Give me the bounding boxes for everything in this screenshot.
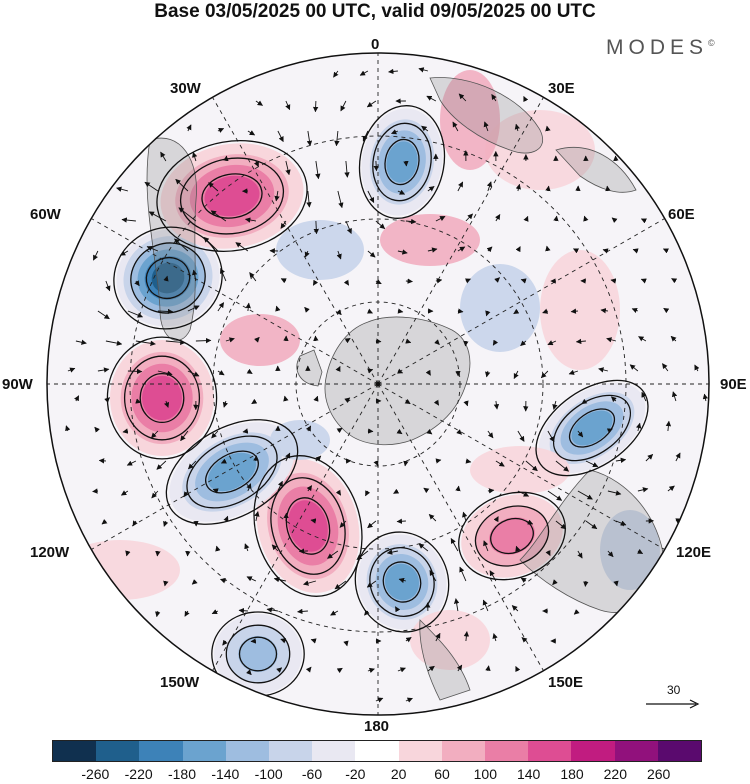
colorbar-swatch <box>269 741 312 761</box>
colorbar-tick: -140 <box>211 766 239 782</box>
colorbar-swatch <box>355 741 398 761</box>
lon-label-120w: 120W <box>30 544 69 561</box>
lon-label-90e: 90E <box>720 376 747 393</box>
colorbar-tick: 100 <box>474 766 497 782</box>
colorbar-swatch <box>183 741 226 761</box>
colorbar-tick: -100 <box>255 766 283 782</box>
lon-label-120e: 120E <box>676 544 711 561</box>
colorbar-tick: -260 <box>81 766 109 782</box>
lon-label-150w: 150W <box>160 674 199 691</box>
lon-label-60w: 60W <box>30 206 61 223</box>
colorbar-tick: -220 <box>125 766 153 782</box>
colorbar-swatch <box>571 741 614 761</box>
colorbar-swatch <box>312 741 355 761</box>
wind-vector <box>406 281 413 282</box>
colorbar-swatch <box>226 741 269 761</box>
anomaly-band <box>276 220 364 280</box>
colorbar-swatch <box>615 741 658 761</box>
anomaly-band <box>142 376 182 421</box>
lon-label-0: 0 <box>371 36 379 53</box>
anomaly-band <box>220 314 300 366</box>
lon-label-60e: 60E <box>668 206 695 223</box>
wind-vector <box>157 551 158 556</box>
anomaly-band <box>238 636 278 672</box>
lon-label-30w: 30W <box>170 80 201 97</box>
lon-label-150e: 150E <box>548 674 583 691</box>
wind-vector <box>315 101 316 112</box>
wind-vector <box>406 161 407 166</box>
reference-vector-arrow <box>644 698 700 710</box>
colorbar <box>52 740 702 762</box>
colorbar-swatch <box>485 741 528 761</box>
colorbar-swatch <box>53 741 96 761</box>
colorbar-tick: 140 <box>517 766 540 782</box>
colorbar-swatch <box>96 741 139 761</box>
colorbar-tick: -180 <box>168 766 196 782</box>
colorbar-tick: 220 <box>604 766 627 782</box>
wind-vector <box>99 460 106 461</box>
colorbar-tick-labels: -260 -220 -180 -140 -100 -60 -20 20 60 100 140 180 2… <box>0 766 750 784</box>
colorbar-swatch <box>442 741 485 761</box>
anomaly-band <box>470 446 570 494</box>
wind-vector <box>397 521 406 522</box>
colorbar-tick: 260 <box>647 766 670 782</box>
colorbar-tick: 180 <box>560 766 583 782</box>
lon-label-180: 180 <box>364 718 389 735</box>
anomaly-band <box>270 420 330 460</box>
anomaly-band <box>460 264 540 352</box>
colorbar-swatch <box>658 741 701 761</box>
wind-vector <box>376 161 377 171</box>
wind-vector <box>196 340 211 341</box>
anomaly-band <box>380 214 480 266</box>
wind-vector <box>286 513 287 521</box>
colorbar-tick: -20 <box>345 766 365 782</box>
lon-label-90w: 90W <box>2 376 33 393</box>
pole-marker <box>376 382 381 387</box>
colorbar-swatch <box>139 741 182 761</box>
colorbar-swatch <box>399 741 442 761</box>
anomaly-band <box>540 250 620 370</box>
reference-vector-label: 30 <box>667 683 680 697</box>
wind-vector <box>256 456 257 461</box>
wind-vector <box>226 156 227 161</box>
colorbar-tick: 20 <box>391 766 407 782</box>
wind-vector <box>316 221 317 234</box>
wind-vector <box>128 371 142 372</box>
colorbar-tick: 60 <box>434 766 450 782</box>
wind-vector <box>585 581 586 586</box>
wind-vector <box>465 341 466 346</box>
wind-vector <box>368 431 373 432</box>
colorbar-swatch <box>528 741 571 761</box>
colorbar-tick: -60 <box>302 766 322 782</box>
lon-label-30e: 30E <box>548 80 575 97</box>
wind-vector <box>315 336 316 341</box>
wind-vector <box>93 491 98 492</box>
